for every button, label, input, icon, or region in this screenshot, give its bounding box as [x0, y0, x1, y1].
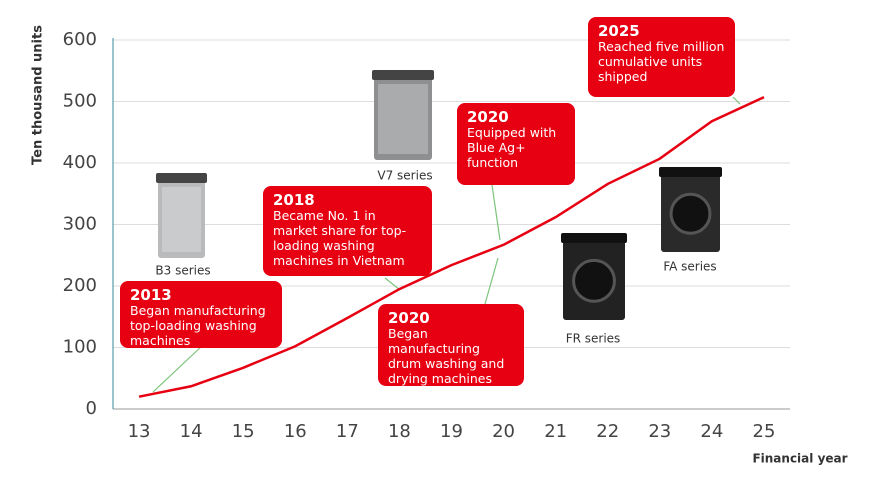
machine-top	[372, 70, 434, 80]
annotation-year: 2013	[130, 286, 172, 304]
machine-top	[561, 233, 627, 243]
product-label: FA series	[663, 260, 716, 274]
y-tick-label: 400	[63, 152, 97, 173]
x-tick-label: 23	[648, 421, 671, 442]
y-axis-title: Ten thousand units	[31, 25, 46, 165]
annotation: 2018 Became No. 1 in market share for top…	[263, 186, 432, 276]
x-tick-label: 18	[388, 421, 411, 442]
x-tick-label: 21	[544, 421, 567, 442]
product-image	[561, 233, 627, 320]
connector	[384, 277, 401, 291]
x-tick-label: 13	[128, 421, 151, 442]
machine-top	[156, 173, 207, 183]
x-tick-label: 14	[180, 421, 203, 442]
x-tick-label: 22	[596, 421, 619, 442]
machine-top	[659, 167, 722, 177]
annotation-year: 2020	[467, 108, 509, 126]
machine-shade	[162, 187, 201, 252]
y-tick-label: 300	[63, 214, 97, 235]
data-line	[138, 96, 765, 398]
annotation: 2025 Reached five million cumulative unit…	[588, 17, 735, 97]
annotation-text: Equipped with Blue Ag+ function	[467, 125, 557, 170]
annotation-text: Reached five million cumulative units sh…	[598, 39, 725, 84]
y-tick-label: 200	[63, 275, 97, 296]
y-tick-label: 0	[86, 398, 97, 419]
connector	[484, 257, 499, 305]
annotation-text: Began manufacturing top-loading washing …	[130, 303, 266, 348]
annotation-text: Began manufacturing drum washing and dry…	[388, 326, 505, 386]
y-tick-label: 100	[63, 337, 97, 358]
machine-door	[572, 258, 616, 303]
machine-body	[374, 70, 432, 160]
machine-body	[158, 173, 205, 258]
x-tick-label: 20	[492, 421, 515, 442]
machine-shade	[378, 84, 428, 154]
x-tick-label: 19	[440, 421, 463, 442]
annotation-text: Became No. 1 in market share for top-loa…	[273, 208, 407, 268]
x-axis-title: Financial year	[752, 452, 847, 466]
product-image	[372, 70, 434, 160]
connector	[732, 96, 741, 105]
product-label: FR series	[566, 332, 621, 346]
connector	[491, 184, 501, 241]
x-tick-label: 15	[232, 421, 255, 442]
connector	[152, 344, 204, 393]
product-label: B3 series	[155, 264, 210, 278]
x-tick-label: 24	[700, 421, 723, 442]
machine-door	[669, 192, 712, 235]
annotation-year: 2020	[388, 309, 430, 327]
annotation: 2020 Equipped with Blue Ag+ function	[457, 103, 575, 185]
product-image	[156, 173, 207, 258]
y-tick-label: 600	[63, 29, 97, 50]
annotation-year: 2025	[598, 22, 640, 40]
y-tick-label: 500	[63, 91, 97, 112]
product-image	[659, 167, 722, 252]
annotation: 2020 Began manufacturing drum washing and…	[378, 304, 524, 386]
x-tick-label: 25	[753, 421, 776, 442]
annotation: 2013 Began manufacturing top-loading wash…	[120, 281, 282, 348]
annotation-year: 2018	[273, 191, 315, 209]
x-tick-label: 17	[336, 421, 359, 442]
product-label: V7 series	[377, 169, 432, 183]
x-tick-label: 16	[284, 421, 307, 442]
